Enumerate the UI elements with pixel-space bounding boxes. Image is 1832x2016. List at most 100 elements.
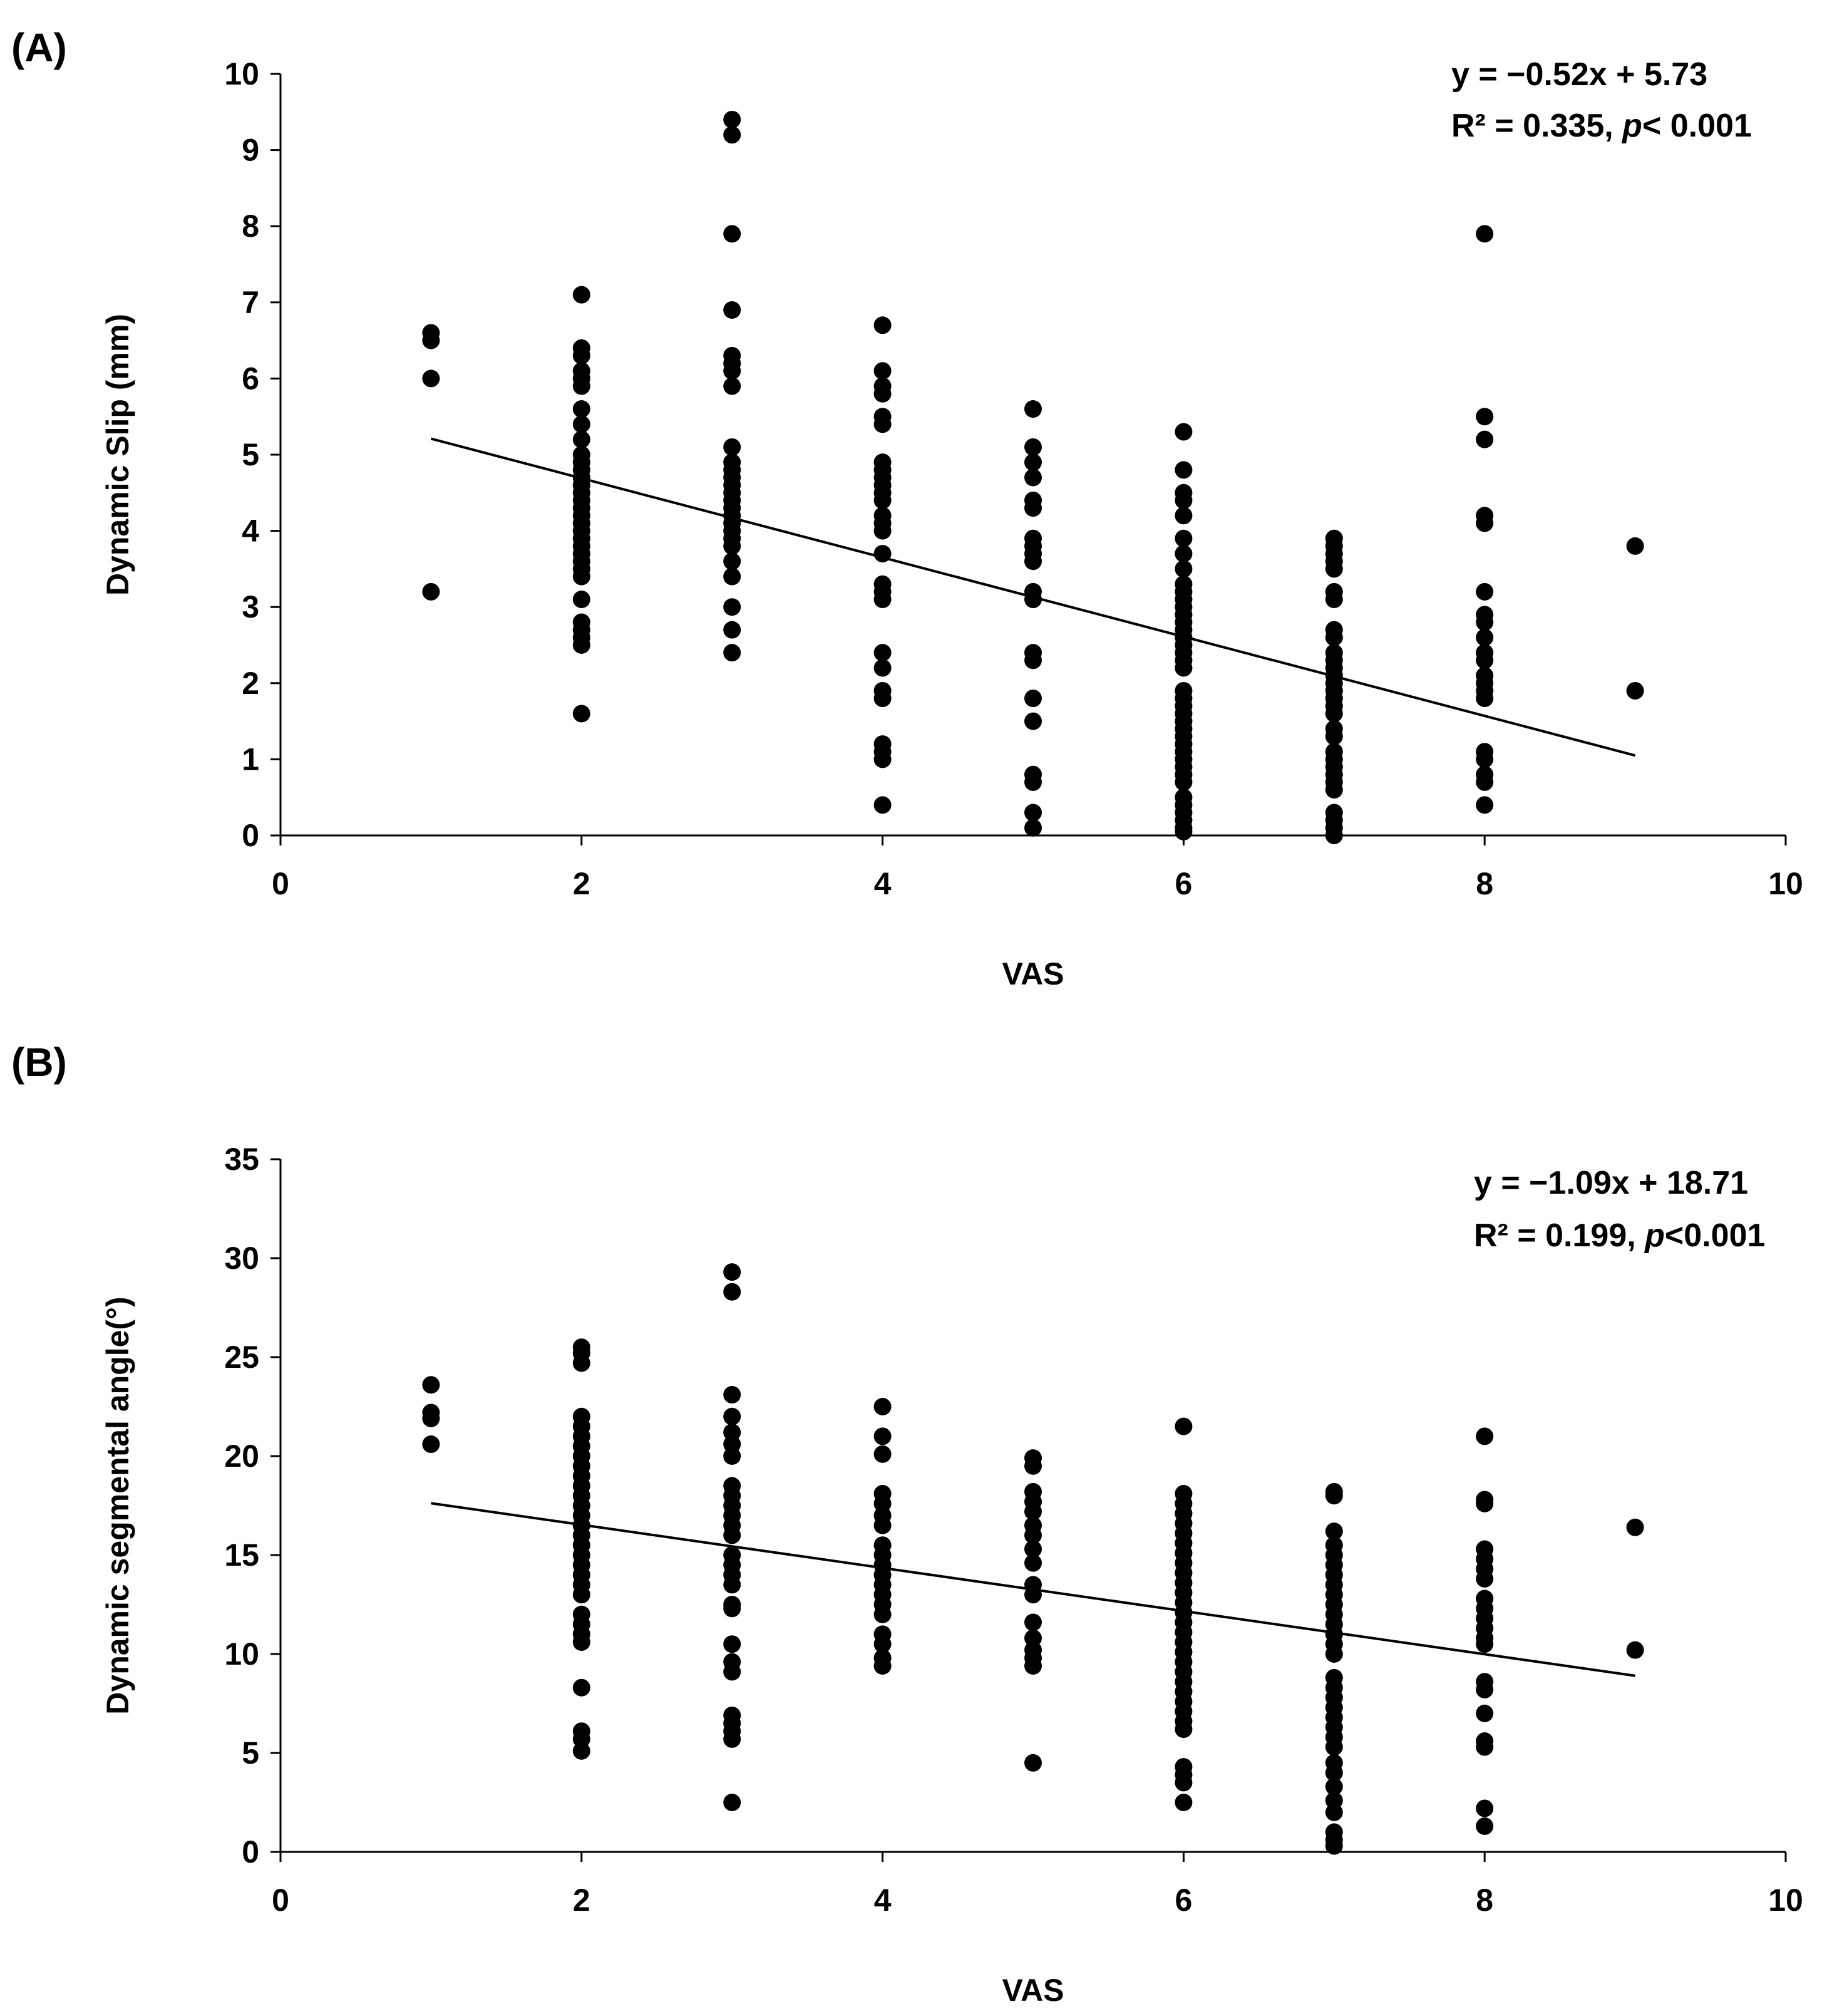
y-tick-label: 25	[224, 1340, 259, 1375]
y-tick-label: 9	[242, 133, 259, 168]
data-point	[572, 346, 590, 364]
data-point	[1325, 781, 1343, 799]
x-tick-label: 0	[272, 1883, 289, 1918]
data-point	[1476, 1680, 1494, 1698]
data-point	[1476, 773, 1494, 791]
data-point	[873, 1427, 892, 1445]
data-point	[723, 1600, 741, 1618]
y-axis-label: Dynamic segmental angle(°)	[100, 1296, 135, 1714]
y-tick-label: 10	[224, 1636, 259, 1672]
data-point	[723, 1635, 741, 1653]
data-point	[572, 1586, 590, 1604]
panel-b: (B) Dynamic segmental angle(°) VAS y = −…	[11, 1040, 1803, 2008]
x-tick-label: 2	[573, 1883, 590, 1918]
data-point	[1476, 225, 1494, 243]
data-point	[1476, 613, 1494, 631]
x-tick-label: 6	[1175, 1883, 1192, 1918]
data-point	[1024, 1554, 1042, 1572]
regression-equation: y = −1.09x + 18.71	[1474, 1165, 1748, 1201]
data-point	[873, 316, 892, 334]
x-tick-label: 8	[1476, 1883, 1493, 1918]
data-point	[1024, 651, 1042, 669]
data-point	[1476, 796, 1494, 814]
regression-line	[430, 437, 1636, 757]
x-tick-label: 10	[1768, 1883, 1803, 1918]
data-point	[1325, 1645, 1343, 1663]
data-point	[572, 705, 590, 723]
data-point	[1476, 1427, 1494, 1445]
data-point	[1024, 1754, 1042, 1772]
data-point	[1175, 659, 1193, 677]
data-point	[1325, 727, 1343, 745]
data-point	[723, 1447, 741, 1465]
regression-line	[431, 1502, 1635, 1677]
y-tick-label: 0	[242, 1834, 259, 1869]
data-point	[1476, 1635, 1494, 1653]
data-point	[1325, 1487, 1343, 1505]
data-point	[723, 621, 741, 639]
data-point	[1476, 1494, 1494, 1512]
data-point	[723, 1730, 741, 1748]
data-point	[723, 1663, 741, 1681]
y-tick-label: 7	[242, 285, 259, 320]
data-point	[1476, 1817, 1494, 1835]
x-axis-label: VAS	[1002, 1973, 1064, 2008]
data-point	[1024, 499, 1042, 517]
data-point	[1024, 1540, 1042, 1558]
data-point	[1476, 651, 1494, 669]
data-point	[1175, 423, 1193, 441]
data-point	[572, 400, 590, 418]
data-point	[1626, 681, 1644, 700]
data-point	[1024, 400, 1042, 418]
x-tick-label: 4	[874, 1883, 892, 1918]
data-point	[723, 567, 741, 586]
data-point	[723, 377, 741, 395]
data-point	[1325, 1738, 1343, 1756]
data-point	[572, 1633, 590, 1652]
x-axis-label: VAS	[1002, 956, 1064, 991]
data-point	[1476, 1569, 1494, 1588]
data-point	[873, 1516, 892, 1534]
data-point	[572, 1354, 590, 1372]
data-point	[1175, 1774, 1193, 1792]
data-point	[1325, 1837, 1343, 1855]
data-point	[1325, 591, 1343, 609]
data-point	[1024, 1613, 1042, 1631]
y-tick-label: 1	[242, 742, 259, 777]
data-point	[1476, 750, 1494, 768]
panel-label: (B)	[11, 1040, 67, 1085]
data-point	[1325, 628, 1343, 646]
x-tick-label: 8	[1476, 866, 1493, 901]
data-point	[572, 591, 590, 609]
regression-stats: R² = 0.335, p< 0.001	[1451, 108, 1752, 144]
data-point	[723, 1263, 741, 1281]
y-tick-label: 5	[242, 437, 259, 472]
data-point	[572, 567, 590, 586]
data-point	[1024, 1657, 1042, 1675]
x-tick-label: 0	[272, 866, 289, 901]
y-tick-label: 5	[242, 1735, 259, 1770]
data-point	[572, 636, 590, 654]
data-point	[1175, 1417, 1193, 1435]
data-point	[873, 659, 892, 677]
data-point	[1024, 1457, 1042, 1475]
y-tick-label: 35	[224, 1142, 259, 1177]
data-point	[723, 1576, 741, 1594]
data-point	[1024, 552, 1042, 571]
y-tick-label: 30	[224, 1241, 259, 1276]
data-point	[422, 1435, 440, 1454]
axis-ticks: 0 1 2 3 4 5 6 7 8 9 10 0 2 4 6 8 10	[224, 56, 1803, 901]
data-point	[723, 1386, 741, 1404]
data-point	[1024, 712, 1042, 730]
data-point	[1476, 582, 1494, 601]
data-point	[723, 301, 741, 319]
data-point	[723, 598, 741, 616]
data-point	[723, 552, 741, 571]
data-point	[1325, 1777, 1343, 1796]
data-point	[1325, 827, 1343, 844]
data-points	[422, 110, 1644, 844]
data-point	[1175, 822, 1193, 840]
y-tick-label: 0	[242, 818, 259, 853]
data-point	[723, 1526, 741, 1544]
